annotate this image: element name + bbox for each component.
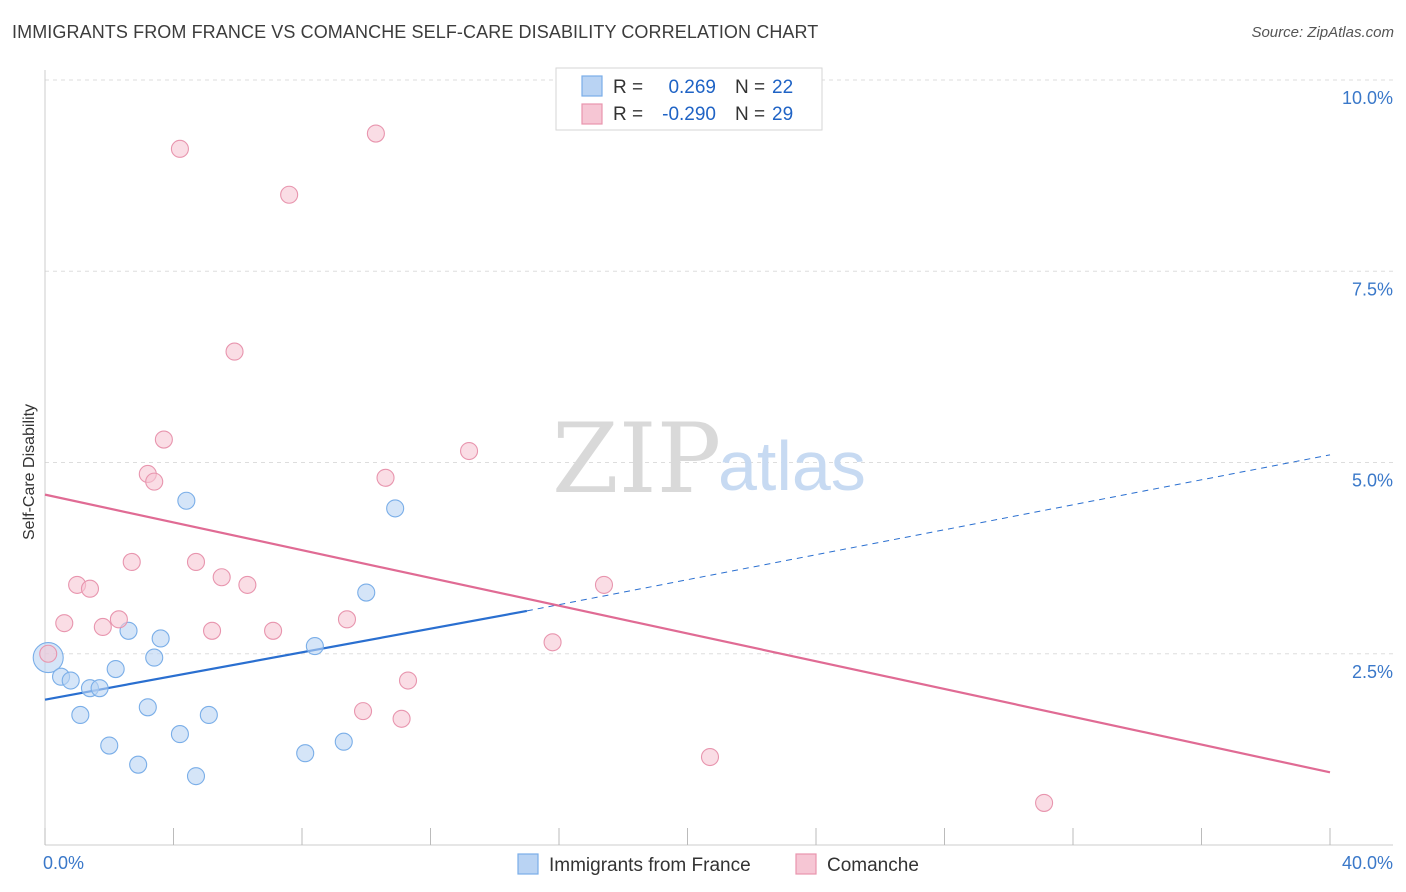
point-comanche-14 — [225, 342, 244, 361]
point-comanche-27 — [700, 747, 720, 767]
point-comanche-26 — [594, 575, 614, 594]
point-france-19 — [334, 732, 353, 751]
point-comanche-18 — [337, 610, 357, 629]
point-france-11 — [145, 648, 164, 667]
point-comanche-22 — [392, 709, 411, 728]
point-comanche-19 — [353, 702, 373, 721]
legend-swatch-comanche — [581, 103, 603, 125]
bottom-legend-swatch-comanche — [795, 853, 817, 875]
x-tick-labels: 0.0% 40.0% — [43, 853, 1393, 873]
point-france-16 — [199, 705, 218, 725]
watermark-atlas: atlas — [718, 427, 866, 505]
y-tick-label-0: 2.5% — [1352, 662, 1393, 682]
data-points — [32, 124, 1054, 812]
trend-line-france-extrapolated — [526, 454, 1331, 612]
point-comanche-9 — [154, 430, 173, 449]
point-comanche-25 — [543, 633, 562, 652]
legend-n-label-comanche: N = — [735, 104, 765, 125]
point-comanche-28 — [1035, 793, 1054, 812]
point-comanche-13 — [212, 568, 231, 587]
point-france-6 — [100, 736, 119, 755]
trend-line-france — [44, 609, 528, 701]
point-france-17 — [296, 744, 315, 763]
chart-title: IMMIGRANTS FROM FRANCE VS COMANCHE SELF-… — [12, 22, 819, 42]
point-comanche-15 — [238, 575, 257, 594]
point-comanche-10 — [170, 139, 189, 158]
point-comanche-20 — [366, 124, 385, 143]
point-france-5 — [90, 679, 109, 698]
point-comanche-8 — [145, 472, 164, 491]
x-tick-label-0: 0.0% — [43, 853, 84, 873]
legend-r-label-france: R = — [613, 77, 643, 98]
legend-r-value-france: 0.269 — [668, 77, 716, 98]
x-tick-label-1: 40.0% — [1342, 853, 1393, 873]
y-tick-label-3: 10.0% — [1342, 88, 1393, 108]
bottom-legend-label-comanche: Comanche — [827, 855, 919, 876]
point-france-13 — [170, 725, 189, 744]
point-france-10 — [138, 698, 157, 717]
point-france-21 — [386, 499, 405, 518]
point-france-7 — [106, 659, 125, 679]
point-france-12 — [151, 629, 170, 648]
point-comanche-16 — [264, 621, 283, 640]
source-credit: Source: ZipAtlas.com — [1251, 24, 1394, 41]
point-comanche-0 — [39, 644, 58, 663]
y-tick-label-1: 5.0% — [1352, 471, 1393, 491]
point-comanche-5 — [109, 610, 128, 629]
legend-n-value-comanche: 29 — [772, 104, 793, 125]
bottom-legend-swatch-france — [517, 853, 539, 875]
point-comanche-23 — [398, 671, 418, 690]
axes — [44, 70, 1393, 846]
point-comanche-3 — [80, 579, 100, 598]
point-comanche-24 — [459, 441, 479, 461]
legend-r-value-comanche: -0.290 — [662, 104, 716, 125]
point-france-18 — [305, 637, 324, 656]
point-france-15 — [186, 767, 206, 786]
y-tick-label-2: 7.5% — [1352, 279, 1393, 299]
legend-n-value-france: 22 — [772, 77, 793, 98]
point-france-14 — [177, 491, 196, 510]
point-comanche-4 — [93, 617, 112, 637]
y-tick-labels: 2.5% 5.0% 7.5% 10.0% — [1342, 88, 1393, 682]
y-axis-label: Self-Care Disability — [21, 404, 38, 540]
grid-lines — [45, 79, 1393, 655]
point-comanche-1 — [55, 614, 74, 633]
bottom-legend-label-france: Immigrants from France — [549, 855, 751, 876]
legend-n-label-france: N = — [735, 77, 765, 98]
point-comanche-21 — [376, 468, 395, 487]
point-comanche-17 — [280, 185, 299, 204]
point-france-20 — [357, 583, 376, 602]
point-france-2 — [61, 671, 80, 690]
point-comanche-12 — [203, 621, 222, 640]
point-france-9 — [129, 755, 148, 774]
watermark-zip: ZIP — [552, 403, 721, 515]
bottom-legend: Immigrants from France Comanche — [517, 853, 919, 876]
watermark: ZIP atlas — [552, 403, 866, 515]
trend-line-comanche — [44, 493, 1331, 774]
legend-box: R = 0.269 N = 22 R = -0.290 N = 29 — [555, 67, 823, 131]
point-comanche-6 — [122, 552, 141, 572]
legend-swatch-france — [581, 75, 603, 97]
trend-lines — [44, 454, 1331, 774]
legend-r-label-comanche: R = — [613, 104, 643, 125]
point-france-3 — [71, 705, 90, 725]
point-comanche-11 — [186, 552, 206, 572]
